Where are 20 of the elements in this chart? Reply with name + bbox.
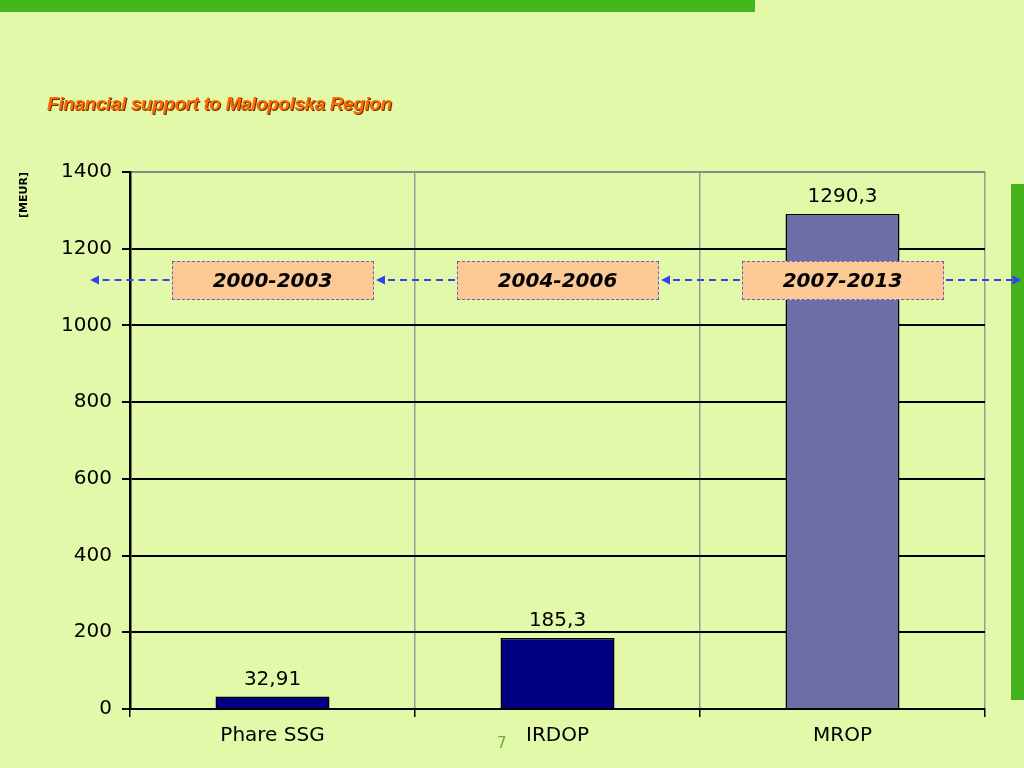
x-tick-label: MROP [813, 722, 872, 747]
y-tick-label: 1000 [61, 311, 112, 336]
annotation: 2000-2003 [212, 268, 333, 292]
data-label: 185,3 [528, 607, 587, 632]
x-tick-label: IRDOP [526, 722, 589, 747]
text: 7 [497, 734, 507, 752]
annotation: 2007-2013 [782, 268, 903, 292]
y-tick-label: 800 [73, 388, 112, 413]
y-tick-label: 200 [73, 618, 112, 643]
annotation: 2004-2006 [497, 268, 618, 292]
y-tick-label: 600 [73, 465, 112, 490]
data-label: 32,91 [243, 665, 302, 690]
chart-title: Financial support to Malopolska Region [47, 93, 392, 115]
y-tick-label: 0 [99, 695, 112, 720]
y-tick-label: 1400 [61, 158, 112, 183]
y-tick-label: 1200 [61, 234, 112, 259]
y-axis-title: [MEUR] [17, 172, 31, 218]
data-label: 1290,3 [807, 183, 878, 208]
y-tick-label: 400 [73, 541, 112, 566]
x-tick-label: Phare SSG [220, 722, 325, 747]
